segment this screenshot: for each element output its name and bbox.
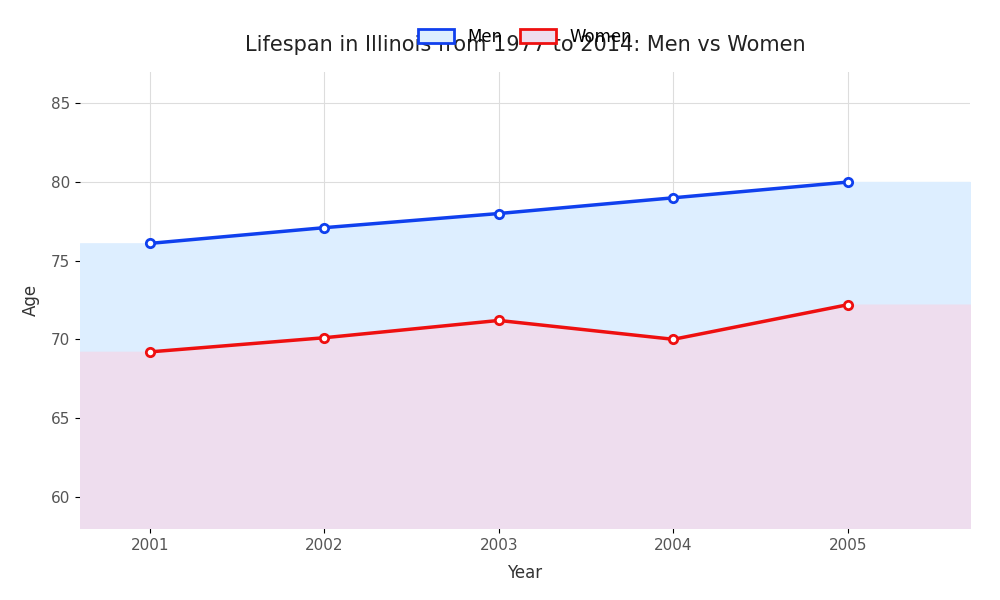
Legend: Men, Women: Men, Women bbox=[411, 21, 639, 52]
X-axis label: Year: Year bbox=[507, 564, 543, 582]
Y-axis label: Age: Age bbox=[22, 284, 40, 316]
Title: Lifespan in Illinois from 1977 to 2014: Men vs Women: Lifespan in Illinois from 1977 to 2014: … bbox=[245, 35, 805, 55]
